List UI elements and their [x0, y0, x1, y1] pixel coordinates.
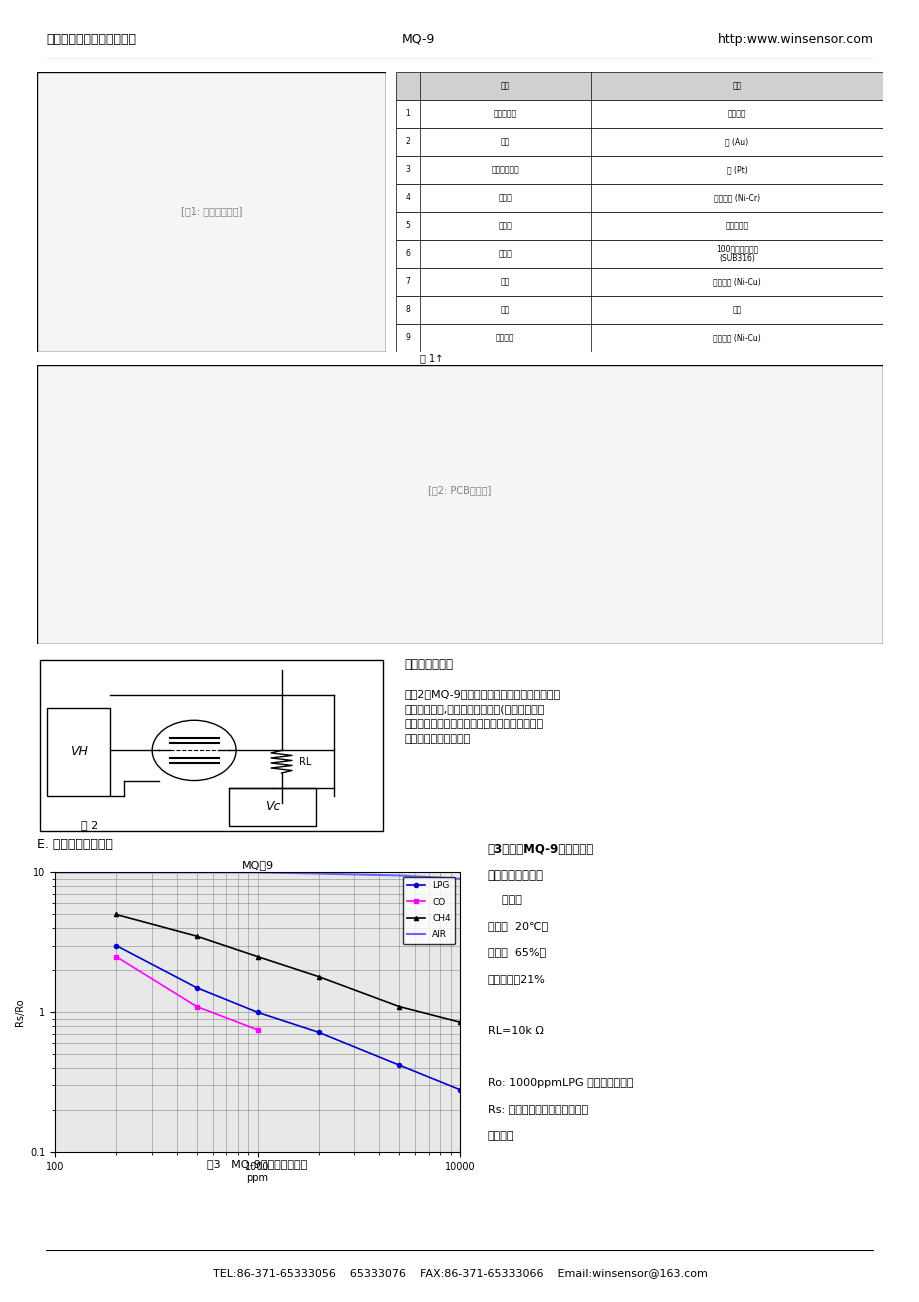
Line: LPG: LPG	[114, 944, 461, 1092]
Text: 2: 2	[405, 137, 410, 146]
CH4	[191, 928, 202, 944]
Text: TEL:86-371-65333056    65333076    FAX:86-371-65333066    Email:winsensor@163.co: TEL:86-371-65333056 65333076 FAX:86-371-…	[212, 1268, 707, 1277]
Text: 材料: 材料	[732, 81, 741, 90]
Title: MQ－9: MQ－9	[242, 861, 273, 870]
AIR	[454, 871, 465, 887]
CO	[110, 949, 121, 965]
Text: 6: 6	[405, 249, 410, 258]
Text: 铂 (Pt): 铂 (Pt)	[726, 165, 746, 174]
Legend: LPG, CO, CH4, AIR: LPG, CO, CH4, AIR	[403, 876, 455, 944]
Text: 湿度：  65%、: 湿度： 65%、	[487, 948, 545, 957]
Text: 图3给出了MQ-9元件对不同: 图3给出了MQ-9元件对不同	[487, 842, 593, 855]
Text: Ro: 1000ppmLPG 中气敏元件电阻: Ro: 1000ppmLPG 中气敏元件电阻	[487, 1078, 632, 1088]
Text: 件电阻。: 件电阻。	[487, 1130, 514, 1141]
AIR	[110, 865, 121, 880]
LPG	[454, 1082, 465, 1098]
Bar	[395, 184, 882, 212]
FancyBboxPatch shape	[40, 660, 382, 831]
Text: Vc: Vc	[265, 801, 280, 814]
CO	[191, 999, 202, 1014]
Bar	[395, 72, 882, 100]
Bar	[395, 128, 882, 156]
Text: 胶木: 胶木	[732, 305, 741, 314]
Bar	[395, 156, 882, 184]
Bar	[395, 296, 882, 324]
FancyBboxPatch shape	[47, 708, 110, 796]
Text: 图 1↑: 图 1↑	[420, 353, 443, 363]
Text: 100目双层不锈钢
(SUB316): 100目双层不锈钢 (SUB316)	[715, 243, 757, 263]
Text: VH: VH	[70, 745, 87, 758]
AIR	[393, 867, 404, 883]
Text: 镍铬材料 (Ni-Cu): 镍铬材料 (Ni-Cu)	[712, 333, 760, 342]
Bar	[395, 240, 882, 268]
Text: 标准测试电路：: 标准测试电路：	[404, 658, 453, 671]
Text: 1: 1	[405, 109, 410, 118]
Text: 卡环: 卡环	[500, 277, 509, 286]
Text: 镍铬材料 (Ni-Cu): 镍铬材料 (Ni-Cu)	[712, 277, 760, 286]
Text: 9: 9	[405, 333, 410, 342]
Line: CH4: CH4	[114, 913, 461, 1025]
Text: 金 (Au): 金 (Au)	[724, 137, 748, 146]
Text: 管状管脚: 管状管脚	[495, 333, 514, 342]
Text: 气体敏感层: 气体敏感层	[494, 109, 516, 118]
Text: 防爆网: 防爆网	[498, 249, 512, 258]
Text: 4: 4	[405, 193, 410, 202]
X-axis label: ppm: ppm	[246, 1173, 268, 1184]
Text: 三氧化二铝: 三氧化二铝	[724, 221, 748, 230]
Text: 部件: 部件	[500, 81, 509, 90]
Y-axis label: Rs/Ro: Rs/Ro	[15, 999, 25, 1026]
AIR	[191, 865, 202, 880]
Text: 图 2: 图 2	[81, 820, 97, 831]
Text: http:www.winsensor.com: http:www.winsensor.com	[717, 33, 873, 46]
LPG	[110, 937, 121, 953]
LPG	[312, 1025, 323, 1040]
FancyBboxPatch shape	[229, 788, 316, 825]
Text: MQ-9: MQ-9	[402, 33, 435, 46]
Text: RL=10k Ω: RL=10k Ω	[487, 1026, 543, 1036]
Bar	[395, 100, 882, 128]
CH4	[393, 999, 404, 1014]
LPG	[393, 1057, 404, 1073]
Text: [图2: PCB封装图]: [图2: PCB封装图]	[428, 486, 491, 496]
AIR	[252, 865, 263, 880]
Text: 气体的灵敏度特性: 气体的灵敏度特性	[487, 868, 543, 881]
Text: [图1: 传感器结构图]: [图1: 传感器结构图]	[181, 207, 242, 216]
Bar	[395, 212, 882, 240]
Text: 5: 5	[405, 221, 410, 230]
Text: 图3   MQ-9灵敏度特性曲线: 图3 MQ-9灵敏度特性曲线	[208, 1159, 307, 1169]
Text: 镍铬合金 (Ni-Cr): 镍铬合金 (Ni-Cr)	[713, 193, 759, 202]
Text: 陶瓷管: 陶瓷管	[498, 221, 512, 230]
Text: 7: 7	[405, 277, 410, 286]
CH4	[252, 949, 263, 965]
FancyBboxPatch shape	[37, 365, 882, 644]
Text: 二氧化锡: 二氧化锡	[727, 109, 745, 118]
Bar	[395, 268, 882, 296]
Text: 其中：: 其中：	[487, 896, 521, 905]
Text: 8: 8	[405, 305, 410, 314]
Text: E. 灵敏度特性曲线：: E. 灵敏度特性曲线：	[37, 838, 112, 852]
Text: 测量电路引线: 测量电路引线	[491, 165, 518, 174]
Text: 3: 3	[405, 165, 410, 174]
CH4	[454, 1014, 465, 1030]
AIR	[50, 865, 61, 880]
CH4	[110, 906, 121, 922]
Line: AIR: AIR	[55, 872, 460, 879]
Line: CO: CO	[114, 954, 259, 1032]
CH4	[312, 969, 323, 984]
Text: 氧气浓度：21%: 氧气浓度：21%	[487, 974, 545, 983]
Text: 如图2，MQ-9气敏元件测试电路由两部分组成，
一为加热回路,具有时间控制功能(高电压和低电
压循环工作）。第二为测试回路，它可反映气敏
元件表面电阻的变化。: 如图2，MQ-9气敏元件测试电路由两部分组成， 一为加热回路,具有时间控制功能(…	[404, 689, 561, 743]
Text: 温度：  20℃、: 温度： 20℃、	[487, 922, 547, 931]
Text: 加热器: 加热器	[498, 193, 512, 202]
Text: 基座: 基座	[500, 305, 509, 314]
Text: Rs: 不同气体不同浓度下气敏元: Rs: 不同气体不同浓度下气敏元	[487, 1104, 587, 1115]
Text: 郑州炜盛电子科技有限公司: 郑州炜盛电子科技有限公司	[46, 33, 136, 46]
FancyBboxPatch shape	[37, 72, 386, 352]
Bar	[395, 324, 882, 352]
LPG	[252, 1005, 263, 1021]
LPG	[191, 980, 202, 996]
AIR	[312, 866, 323, 881]
CO	[252, 1022, 263, 1038]
Text: 电极: 电极	[500, 137, 509, 146]
Text: RL: RL	[299, 756, 311, 767]
